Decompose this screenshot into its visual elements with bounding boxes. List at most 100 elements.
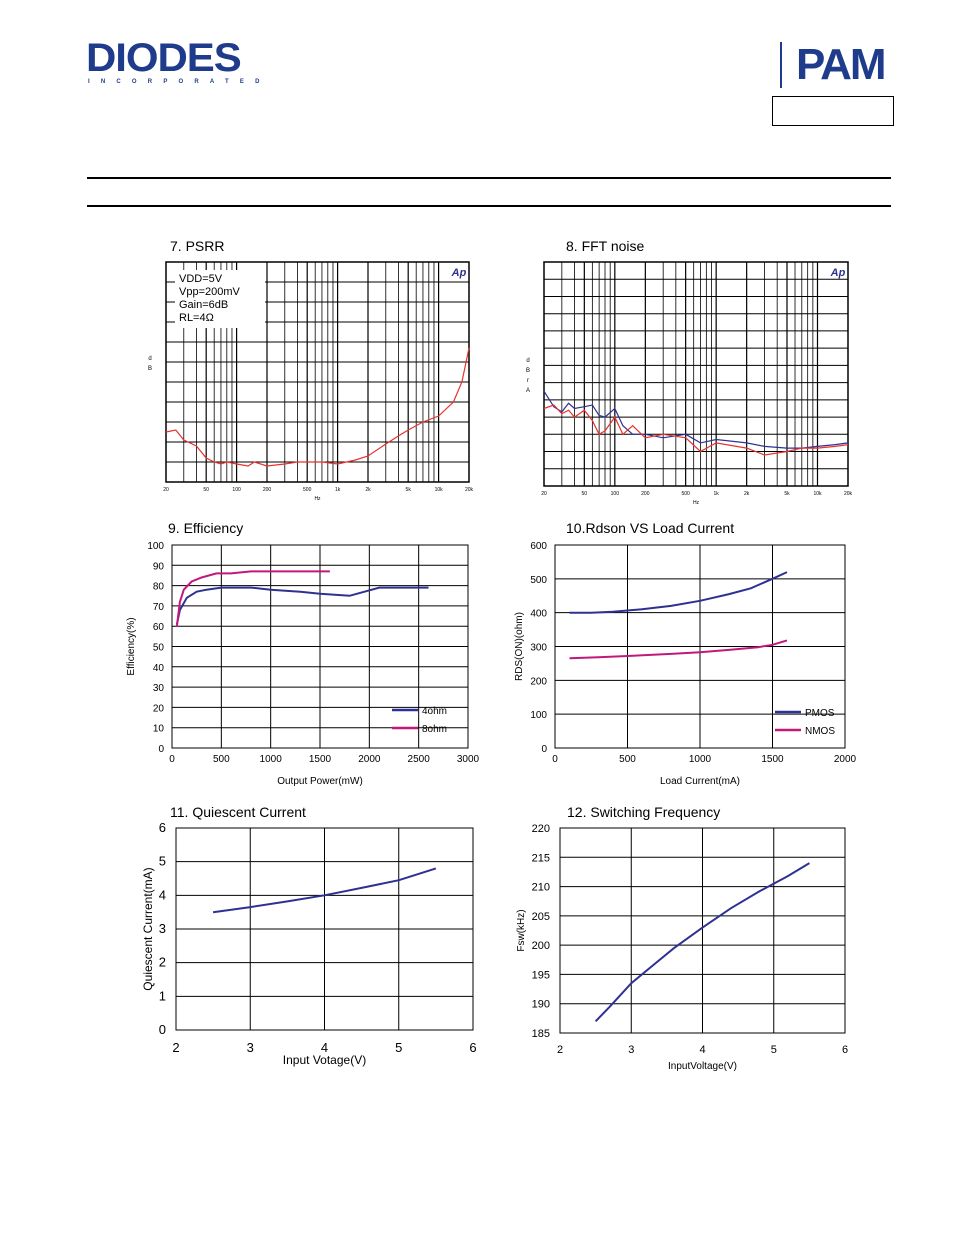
- series-line-1: [569, 571, 788, 614]
- y-axis-label-char: A: [526, 388, 530, 394]
- series-line-2: [175, 570, 330, 627]
- legend-label: PMOS: [805, 708, 835, 719]
- x-axis-label: Load Current(mA): [660, 776, 740, 787]
- x-tick-label: 20k: [465, 487, 474, 493]
- pam-logo-word: PAM: [796, 40, 887, 89]
- y-tick-label: 70: [153, 602, 165, 613]
- x-axis-label: Hz: [693, 500, 700, 506]
- y-axis-label-char: d: [526, 358, 529, 364]
- psrr-title: 7. PSRR: [170, 238, 225, 254]
- x-tick-label: 6: [469, 1040, 476, 1055]
- y-tick-label: 3: [159, 921, 166, 936]
- series-line-1: [165, 347, 470, 467]
- rdson-chart: 0 500 1000 1500 2000 0 100 200 300 400 500 600 Load …: [514, 541, 857, 787]
- x-tick-label: 500: [303, 487, 312, 493]
- x-tick-label: 10k: [435, 487, 444, 493]
- ap-logo: Ap: [451, 267, 467, 279]
- diodes-logo-word: DIODES: [86, 36, 242, 80]
- x-tick-label: 20: [163, 487, 169, 493]
- x-axis-label: Input Votage(V): [283, 1053, 366, 1067]
- y-tick-label: 210: [532, 882, 550, 894]
- x-tick-label: 4: [321, 1040, 328, 1055]
- x-tick-label: 5: [395, 1040, 402, 1055]
- legend-text: Gain=6dB: [179, 299, 228, 311]
- x-tick-label: 3: [628, 1044, 634, 1056]
- x-tick-label: 1500: [309, 754, 332, 765]
- y-tick-label: 400: [530, 609, 547, 620]
- y-tick-label: 0: [541, 744, 547, 755]
- series-line-1: [212, 867, 437, 914]
- diodes-logo-sub: INCORPORATED: [88, 79, 271, 85]
- y-tick-label: 220: [532, 823, 550, 835]
- x-tick-label: 10k: [813, 491, 822, 497]
- y-tick-label: 30: [153, 683, 165, 694]
- pam-logo-bar: [780, 42, 782, 88]
- y-tick-label: 205: [532, 911, 550, 923]
- y-tick-label: 215: [532, 852, 550, 864]
- y-tick-label: 190: [532, 999, 550, 1011]
- x-tick-label: 100: [232, 487, 241, 493]
- x-axis-label: Output Power(mW): [277, 776, 363, 787]
- y-tick-label: 50: [153, 643, 165, 654]
- series-line-2: [543, 404, 849, 456]
- pam-logo: PAM: [780, 42, 900, 88]
- y-tick-label: 20: [153, 703, 165, 714]
- legend-text: Vpp=200mV: [179, 286, 241, 298]
- ap-logo: Ap: [830, 267, 846, 279]
- fsw-title: 12. Switching Frequency: [567, 804, 721, 820]
- x-tick-label: 1k: [714, 491, 720, 497]
- x-tick-label: 4: [699, 1044, 705, 1056]
- series-line-1: [594, 862, 810, 1022]
- y-tick-label: 200: [530, 676, 547, 687]
- fsw-chart: 2 3 4 5 6 185 190 195 200 205 210 215 220 InputVoltag…: [516, 823, 848, 1072]
- quiescent-chart: 2 3 4 5 6 0 1 2 3 4 5 6 Input Votage(V) Quiescent Cur…: [141, 820, 477, 1067]
- x-tick-label: 500: [681, 491, 690, 497]
- x-tick-label: 1000: [260, 754, 283, 765]
- x-tick-label: 500: [213, 754, 230, 765]
- x-tick-label: 5: [771, 1044, 777, 1056]
- x-tick-label: 5k: [406, 487, 412, 493]
- x-tick-label: 2k: [744, 491, 750, 497]
- y-tick-label: 60: [153, 622, 165, 633]
- y-tick-label: 10: [153, 724, 165, 735]
- series-line-1: [175, 586, 429, 625]
- x-tick-label: 0: [169, 754, 175, 765]
- y-tick-label: 0: [158, 744, 164, 755]
- legend-text: VDD=5V: [179, 273, 223, 285]
- y-tick-label: 185: [532, 1028, 550, 1040]
- psrr-chart: 20 50 100 200 500 1k 2k 5k 10k 20k Hz dB Ap VDD=5VVpp…: [148, 261, 474, 502]
- part-number-box: [772, 96, 894, 126]
- x-tick-label: 2000: [358, 754, 381, 765]
- x-tick-label: 50: [582, 491, 588, 497]
- legend-box: [175, 270, 265, 328]
- x-tick-label: 2000: [834, 754, 857, 765]
- x-axis-label: InputVoltage(V): [668, 1061, 737, 1072]
- x-tick-label: 3000: [457, 754, 480, 765]
- rdson-title: 10.Rdson VS Load Current: [566, 520, 735, 536]
- x-tick-label: 100: [611, 491, 620, 497]
- legend-label: 8ohm: [422, 724, 447, 735]
- x-tick-label: 20k: [844, 491, 853, 497]
- y-tick-label: 5: [159, 854, 166, 869]
- x-tick-label: 3: [247, 1040, 254, 1055]
- y-tick-label: 40: [153, 663, 165, 674]
- series-line-2: [569, 639, 788, 660]
- series-line-1: [543, 390, 849, 449]
- y-tick-label: 200: [532, 940, 550, 952]
- x-axis-label: Hz: [314, 496, 321, 502]
- y-tick-label: 100: [147, 541, 164, 552]
- header-rule-bottom: [87, 205, 891, 207]
- header-rule-top: [87, 177, 891, 179]
- y-tick-label: 300: [530, 643, 547, 654]
- y-tick-label: 6: [159, 820, 166, 835]
- y-axis-label: RDS(ON)(ohm): [514, 612, 525, 681]
- x-tick-label: 20: [541, 491, 547, 497]
- y-tick-label: 100: [530, 710, 547, 721]
- x-tick-label: 6: [842, 1044, 848, 1056]
- y-axis-label-char: d: [148, 356, 151, 362]
- x-tick-label: 1k: [335, 487, 341, 493]
- quiescent-title: 11. Quiescent Current: [170, 804, 306, 820]
- x-tick-label: 2: [172, 1040, 179, 1055]
- x-tick-label: 2k: [365, 487, 371, 493]
